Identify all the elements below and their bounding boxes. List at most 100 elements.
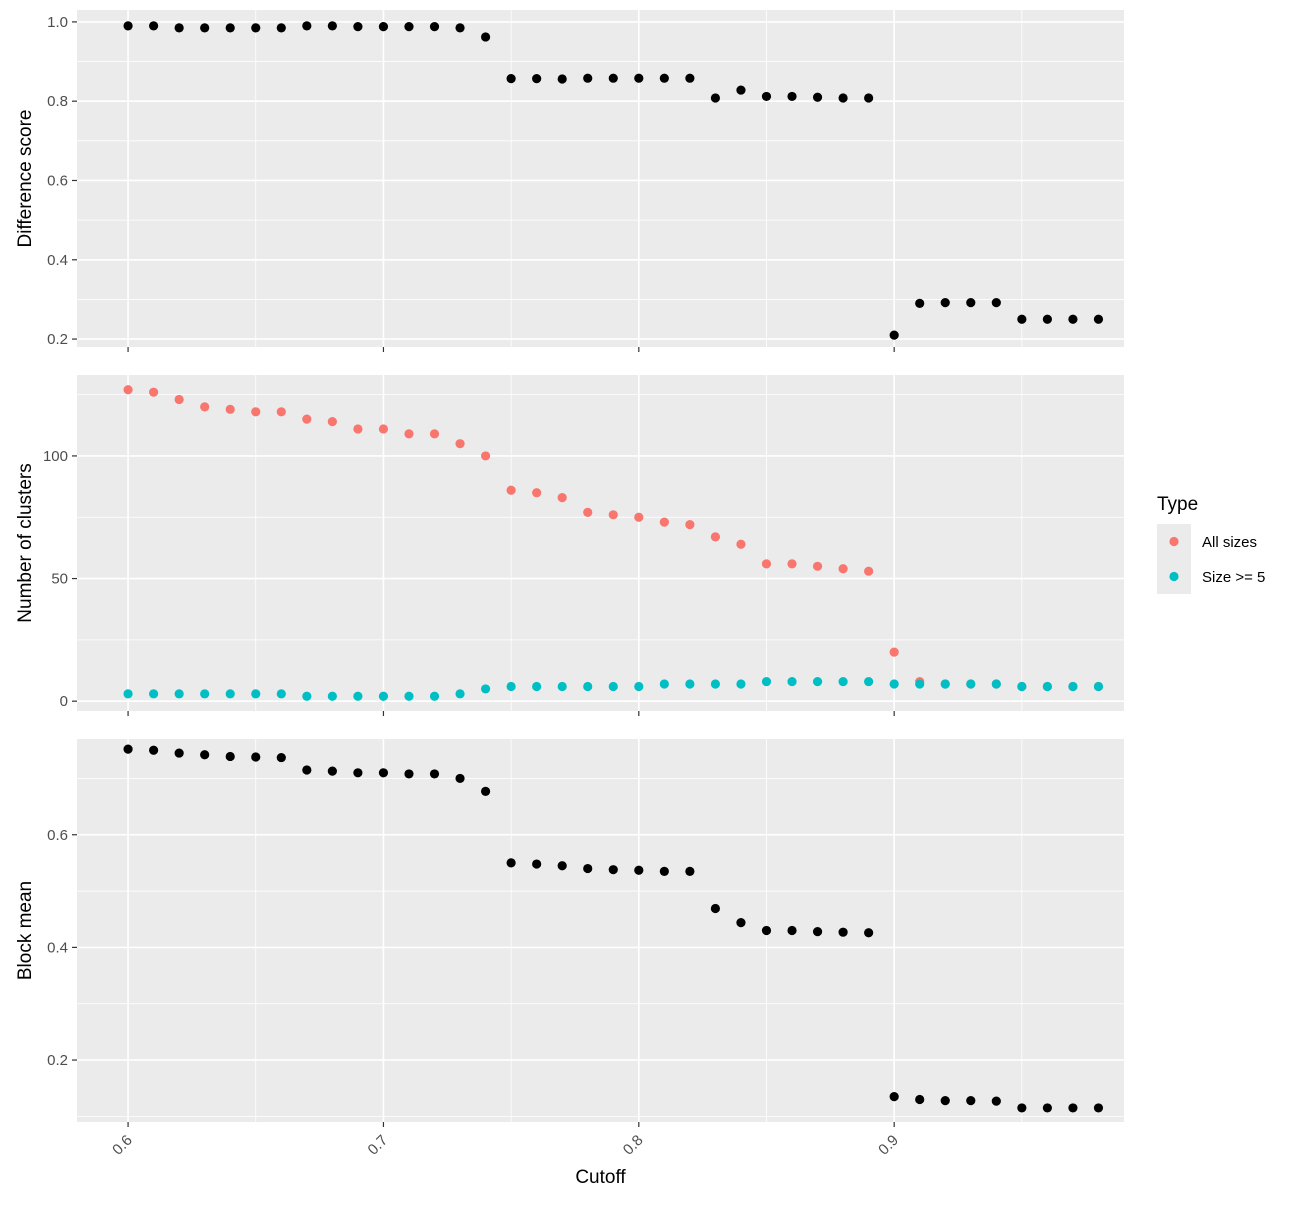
data-point (1042, 1103, 1052, 1113)
data-point (583, 507, 593, 517)
data-point (200, 23, 210, 33)
data-point (532, 73, 542, 84)
data-point (480, 451, 491, 461)
data-point (327, 416, 337, 427)
data-point (404, 429, 414, 439)
data-point (1068, 681, 1078, 692)
panel-1: 0.2 0.4 0.6 0.8 1.0 Difference score (15, 10, 1124, 352)
data-point (251, 407, 261, 417)
data-point (991, 297, 1001, 308)
data-point (864, 928, 874, 938)
data-point (1068, 1103, 1078, 1113)
data-point (429, 429, 440, 439)
data-point (149, 387, 159, 397)
data-point (480, 786, 491, 796)
data-point (506, 681, 516, 692)
data-point (557, 861, 567, 871)
data-point (1068, 314, 1078, 324)
data-point (838, 927, 848, 937)
data-point (149, 689, 159, 699)
data-point (174, 689, 184, 699)
data-point (812, 92, 823, 102)
data-point (174, 394, 184, 405)
data-point (634, 512, 644, 522)
data-point (455, 23, 465, 33)
data-point (1093, 314, 1104, 324)
data-point (608, 865, 618, 875)
data-point (864, 566, 874, 576)
panel-background (77, 10, 1124, 347)
data-point (966, 297, 976, 308)
data-point (200, 402, 210, 412)
data-point (838, 93, 848, 103)
data-point (1093, 1103, 1104, 1113)
data-point (327, 766, 337, 776)
y-tick-label: 0.6 (47, 827, 68, 844)
y-tick-label: 0.8 (47, 93, 68, 110)
data-point (251, 23, 261, 33)
legend-key-point (1169, 536, 1179, 547)
data-point (1017, 314, 1027, 324)
data-point (710, 679, 721, 689)
data-point (506, 858, 516, 868)
data-point (966, 679, 976, 689)
data-point (123, 689, 133, 699)
data-point (736, 539, 746, 549)
data-point (480, 684, 491, 694)
data-point (353, 691, 363, 701)
data-point (225, 404, 235, 414)
data-point (889, 647, 899, 657)
data-point (455, 439, 465, 449)
data-point (787, 925, 797, 936)
data-point (761, 91, 772, 102)
data-point (838, 676, 848, 687)
data-point (736, 85, 746, 95)
data-point (812, 927, 823, 937)
data-point (838, 564, 848, 574)
data-point (812, 561, 823, 571)
data-point (327, 21, 337, 31)
y-tick-label: 1.0 (47, 14, 68, 31)
data-point (532, 488, 542, 498)
data-point (404, 769, 414, 779)
data-point (787, 91, 797, 102)
data-point (557, 74, 567, 84)
y-tick-label: 0 (60, 693, 68, 710)
x-tick-label: 0.9 (875, 1132, 902, 1159)
data-point (302, 21, 312, 31)
data-point (302, 691, 312, 701)
data-point (149, 21, 159, 31)
data-point (353, 424, 363, 434)
data-point (327, 691, 337, 701)
data-point (557, 681, 567, 692)
data-point (506, 73, 516, 84)
data-point (889, 1092, 899, 1102)
legend: Type All sizes Size >= 5 (1157, 494, 1265, 594)
data-point (1017, 681, 1027, 692)
y-axis-title: Difference score (15, 110, 36, 248)
panel-background (77, 375, 1124, 711)
series-1 (123, 21, 1104, 340)
x-tick-label: 0.7 (364, 1132, 391, 1159)
data-point (685, 73, 695, 83)
data-point (455, 773, 465, 784)
data-point (276, 23, 286, 33)
legend-title: Type (1157, 494, 1198, 515)
panel-background (77, 739, 1124, 1122)
data-point (174, 23, 184, 33)
legend-label: All sizes (1202, 534, 1257, 551)
data-point (608, 681, 618, 692)
data-point (659, 73, 669, 83)
data-point (429, 769, 440, 779)
data-point (225, 751, 235, 762)
data-point (685, 866, 695, 876)
series-1 (123, 385, 1104, 692)
data-point (710, 532, 721, 542)
data-point (761, 676, 772, 687)
data-point (276, 752, 286, 763)
data-point (787, 559, 797, 569)
data-point (710, 903, 721, 914)
data-point (455, 689, 465, 699)
data-point (557, 493, 567, 503)
